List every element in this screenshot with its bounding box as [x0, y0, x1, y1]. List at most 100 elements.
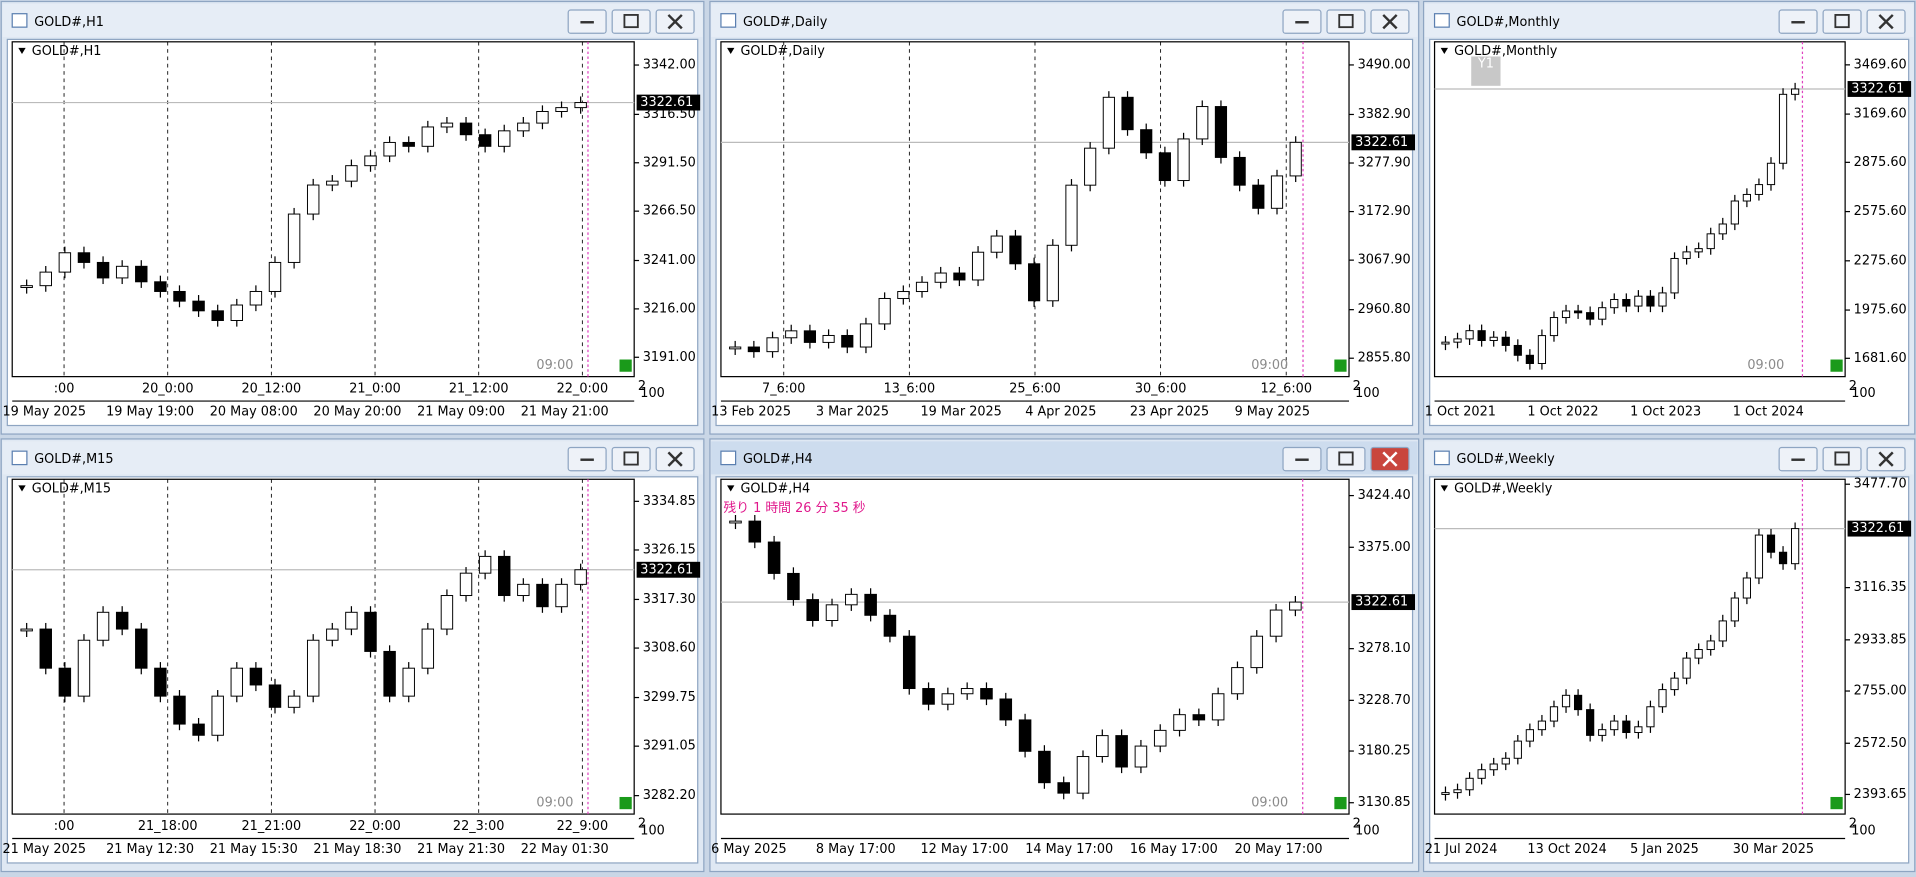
candle-body: [1453, 338, 1462, 343]
candle-body: [1211, 693, 1225, 721]
chart-area: [715, 476, 1414, 864]
countdown: 残り 1 時間 26 分 35 秒: [723, 501, 865, 516]
candle-body: [1586, 709, 1595, 736]
time-grid-label: 22_0:00: [349, 819, 401, 834]
scroll-indicator: [1334, 359, 1347, 372]
chart-window: GOLD#,H4 GOLD#,H4 3424.40 3375.00 3278.10 322…: [709, 438, 1420, 873]
candle-body: [1009, 235, 1022, 265]
candle-body: [1084, 147, 1097, 186]
window-max-button[interactable]: [1822, 9, 1862, 34]
chart-window: GOLD#,Weekly GOLD#,Weekly 3477.70 3116.35 29…: [1422, 438, 1916, 873]
candle-body: [58, 252, 72, 273]
candle-body: [173, 290, 186, 302]
window-max-button[interactable]: [1822, 446, 1862, 472]
date-label: 21 May 21:00: [521, 405, 609, 420]
chart-label: GOLD#,Monthly: [1454, 44, 1558, 59]
date-label: 13 Oct 2024: [1527, 842, 1606, 857]
label-arrow: [727, 485, 735, 492]
time-grid-label: 21_12:00: [449, 381, 509, 396]
candle-body: [536, 110, 549, 124]
icon: [1834, 451, 1850, 466]
window-max-button[interactable]: [1326, 446, 1366, 472]
window-max-button[interactable]: [611, 9, 651, 34]
date-label: 21 May 09:00: [417, 405, 505, 420]
window-max-button[interactable]: [1326, 9, 1366, 34]
axis-corner-label: 2: [1849, 379, 1857, 394]
y-tick-label: 3477.70: [1854, 477, 1907, 492]
window-icon: [720, 13, 737, 28]
time-grid-label: :00: [54, 381, 75, 396]
candle-body: [1270, 175, 1284, 209]
candle-body: [897, 291, 910, 299]
y-tick-label: 3266.50: [643, 204, 696, 219]
candle-body: [1233, 156, 1246, 186]
chart-window: GOLD#,Monthly GOLD#,Monthly 3469.60 3169.60…: [1422, 0, 1916, 435]
candle-body: [1598, 307, 1607, 320]
candle-body: [1778, 551, 1788, 565]
candle-body: [58, 667, 72, 697]
axis-corner-label: 100: [1355, 386, 1379, 401]
candle-body: [1252, 184, 1265, 209]
period-button[interactable]: [1471, 56, 1501, 86]
chart-label: GOLD#,M15: [32, 482, 111, 497]
candle-body: [767, 541, 781, 574]
candle-body: [1453, 789, 1462, 794]
date-label: 6 May 2025: [711, 842, 786, 857]
candle-body: [211, 695, 224, 736]
candle-body: [1134, 745, 1148, 768]
candle-body: [1561, 694, 1571, 708]
y-tick-label: 3334.85: [643, 494, 696, 509]
candle-body: [999, 698, 1013, 721]
candle-body: [1231, 667, 1244, 695]
scroll-indicator: [1334, 796, 1347, 810]
chart-area: [1429, 38, 1910, 427]
y-tick-label: 3342.00: [643, 58, 696, 73]
current-price-box: [1847, 520, 1912, 537]
chart-window: GOLD#,Daily GOLD#,Daily 3490.00 3382.90 3277…: [709, 0, 1420, 435]
y-tick-label: 2575.60: [1854, 204, 1907, 219]
current-price-label: 3322.61: [1355, 135, 1408, 150]
icon: [1878, 14, 1894, 30]
candle-body: [915, 281, 929, 293]
candle-body: [1537, 335, 1547, 364]
candle-body: [459, 122, 473, 136]
chart-label: GOLD#,H1: [32, 44, 102, 59]
candle-body: [1537, 720, 1547, 731]
y-tick-label: 3241.00: [643, 253, 696, 268]
candle-body: [953, 272, 966, 281]
candle-body: [1754, 184, 1764, 195]
window-title: GOLD#,M15: [34, 452, 113, 467]
candle-body: [1766, 534, 1776, 553]
candle-body: [326, 628, 339, 641]
y-tick-label: 3291.05: [643, 739, 696, 754]
candle-body: [1513, 344, 1522, 356]
icon: [1382, 14, 1398, 30]
axis-corner-label: 2: [1353, 379, 1361, 394]
y-tick-label: 3382.90: [1358, 107, 1411, 122]
candle-body: [1525, 354, 1534, 364]
candle-body: [268, 684, 282, 708]
y-tick-label: 3308.60: [643, 641, 696, 656]
candle-body: [306, 184, 320, 215]
candle-body: [135, 265, 148, 283]
window-max-button[interactable]: [611, 446, 651, 472]
candle-body: [878, 297, 891, 325]
candle-body: [1065, 184, 1078, 246]
candle-body: [1730, 597, 1739, 622]
window-icon: [1433, 450, 1450, 466]
date-label: 1 Oct 2023: [1630, 405, 1701, 420]
candle-body: [1742, 193, 1751, 202]
icon: [667, 14, 683, 30]
chart-label: GOLD#,Daily: [740, 44, 825, 59]
date-label: 19 May 2025: [2, 405, 86, 420]
axis-corner-label: 100: [1851, 824, 1875, 839]
candle-body: [1192, 714, 1206, 721]
chart-label: GOLD#,H4: [740, 482, 810, 497]
candle-body: [1501, 757, 1510, 765]
candle-body: [1121, 96, 1134, 131]
candle-body: [115, 611, 129, 630]
date-label: 22 May 01:30: [521, 842, 609, 857]
y-tick-label: 3316.50: [643, 107, 696, 122]
y-tick-label: 3326.15: [643, 542, 696, 557]
candle-body: [115, 265, 129, 279]
